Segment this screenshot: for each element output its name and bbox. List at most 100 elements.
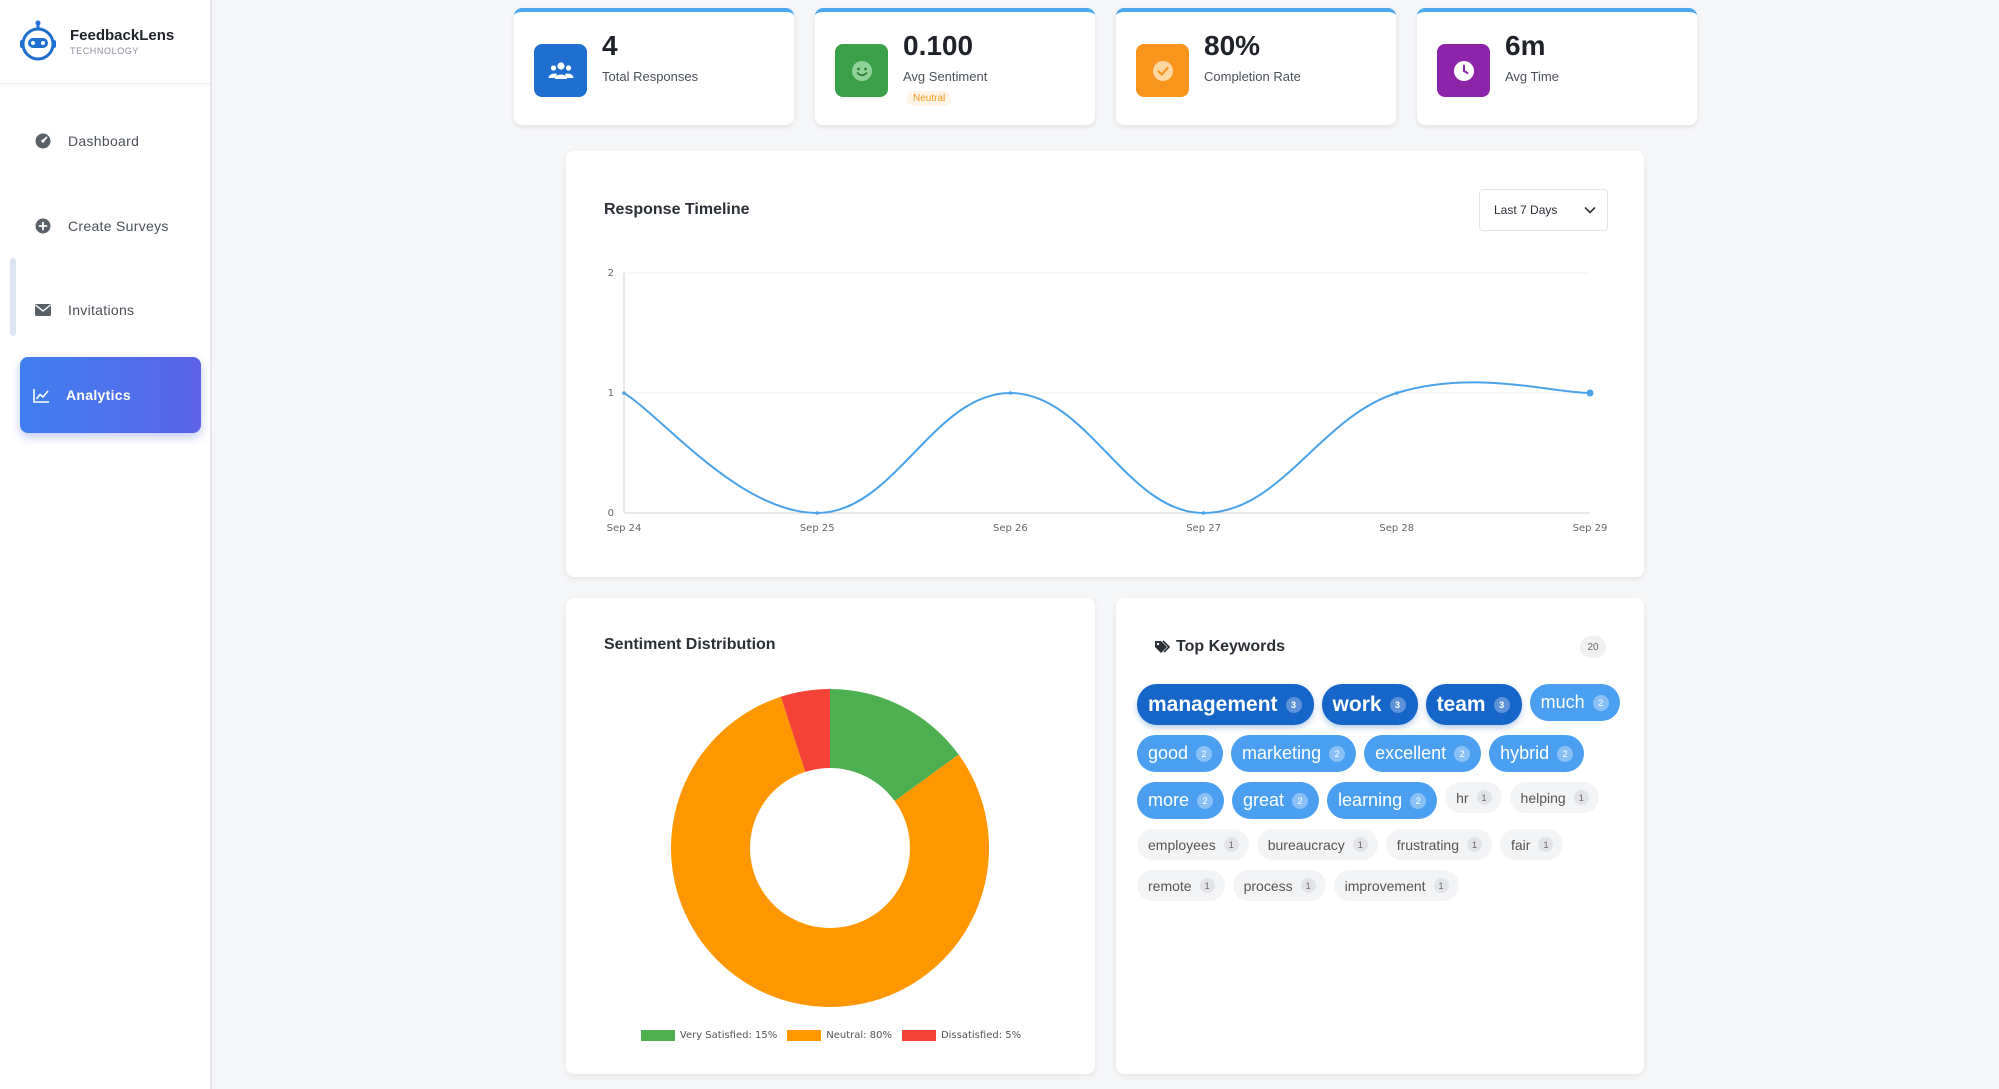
keyword-count: 1 [1433,878,1449,893]
keyword-label: learning [1338,790,1403,810]
check-circle-icon [1136,44,1189,97]
sidebar: FeedbackLens TECHNOLOGY Dashboard Create… [0,0,212,1089]
keyword-count: 2 [1454,745,1471,762]
x-tick-label: Sep 29 [1573,523,1608,534]
data-point [1008,391,1013,395]
keywords-title: Top Keywords [1176,638,1286,655]
keyword-count: 2 [1329,745,1346,762]
keyword-chip[interactable]: learning 2 [1327,782,1438,819]
keyword-count: 1 [1199,878,1215,893]
keyword-count: 2 [1292,792,1309,809]
keyword-count: 3 [1389,696,1406,713]
sidebar-item-dashboard[interactable]: Dashboard [22,103,202,179]
keyword-chip[interactable]: much 2 [1529,684,1620,721]
date-range-value: Last 7 Days [1494,203,1558,217]
timeline-title: Response Timeline [604,201,750,218]
x-tick-label: Sep 27 [1186,523,1221,534]
keywords-header: Top Keywords [1154,638,1285,656]
stat-label: Avg Sentiment [903,69,988,84]
sentiment-title: Sentiment Distribution [604,636,776,653]
legend-swatch [640,1030,675,1041]
y-tick-label: 2 [608,268,614,279]
timeline-line-chart: 0 1 2 Sep 24 Sep 25 Sep 26 Sep 27 Sep 28 Sep 29 [607,268,1608,534]
sidebar-item-analytics[interactable]: Analytics [20,357,201,433]
legend-item[interactable]: Very Satisfied: 15% [640,1030,778,1041]
x-tick-label: Sep 25 [800,523,835,534]
users-icon [534,44,587,97]
keyword-chip[interactable]: hr 1 [1445,782,1502,813]
sentiment-badge: Neutral [907,91,952,106]
response-timeline-card: Response Timeline Last 7 Days 0 1 2 Sep 24 S… [566,151,1644,577]
keyword-chip[interactable]: work 3 [1321,684,1418,725]
keyword-label: improvement [1344,877,1426,894]
stat-card-avg-sentiment: 0.100 Avg Sentiment Neutral [815,8,1095,125]
robot-logo-icon [20,20,56,60]
sentiment-donut-chart [671,689,989,1008]
stat-label: Completion Rate [1204,69,1301,84]
keyword-chip[interactable]: marketing 2 [1231,735,1357,772]
keyword-label: excellent [1375,743,1447,763]
keyword-chip[interactable]: great 2 [1232,782,1320,819]
keyword-chip[interactable]: helping 1 [1509,782,1599,813]
keyword-label: remote [1148,877,1192,894]
legend-item[interactable]: Neutral: 80% [787,1030,892,1041]
pie-slice [780,689,830,772]
stat-card-total-responses: 4 Total Responses [514,8,794,125]
keyword-label: team [1436,692,1486,716]
keyword-label: helping [1520,789,1566,806]
data-point [1395,391,1399,395]
data-point [815,511,819,515]
stat-value: 6m [1505,30,1546,61]
keyword-chip[interactable]: improvement 1 [1333,870,1459,901]
legend-swatch [787,1030,822,1041]
keyword-chip[interactable]: excellent 2 [1364,735,1482,772]
keyword-chip[interactable]: management 3 [1137,684,1314,725]
keyword-chip[interactable]: frustrating 1 [1385,829,1492,860]
keyword-chip[interactable]: bureaucracy 1 [1256,829,1378,860]
sidebar-item-invitations[interactable]: Invitations [22,272,202,348]
keyword-count: 1 [1476,790,1492,805]
keyword-label: employees [1148,836,1216,853]
sentiment-legend: Very Satisfied: 15% Neutral: 80% Dissatisf… [566,1030,1096,1041]
brand-name: FeedbackLens [70,27,175,44]
sidebar-item-label: Dashboard [68,133,140,149]
keyword-label: management [1148,692,1278,716]
data-point [1201,511,1206,515]
nav-active-indicator [10,258,16,336]
stat-value: 80% [1204,30,1261,61]
keyword-chip[interactable]: fair 1 [1500,829,1564,860]
data-point [1586,389,1594,397]
plus-circle-icon [34,217,52,235]
stat-label: Avg Time [1505,69,1559,84]
stat-value: 4 [602,30,618,61]
keyword-chip[interactable]: hybrid 2 [1489,735,1585,772]
brand[interactable]: FeedbackLens TECHNOLOGY [0,0,210,84]
date-range-select[interactable]: Last 7 Days [1479,189,1608,231]
keyword-chip[interactable]: team 3 [1425,684,1522,725]
clock-icon [1437,44,1490,97]
stat-card-avg-time: 6m Avg Time [1417,8,1697,125]
keyword-count: 1 [1300,878,1316,893]
x-tick-label: Sep 24 [607,523,642,534]
tags-icon [1155,640,1171,653]
legend-label: Very Satisfied: 15% [679,1030,778,1041]
keyword-chip[interactable]: more 2 [1137,782,1225,819]
data-point [622,391,626,395]
sidebar-item-create-surveys[interactable]: Create Surveys [22,188,202,264]
chevron-down-icon [1584,207,1596,214]
sidebar-item-label: Analytics [66,387,131,403]
keyword-label: bureaucracy [1267,836,1345,853]
keyword-label: more [1148,790,1190,810]
keyword-count: 1 [1467,837,1482,852]
keyword-chip[interactable]: good 2 [1137,735,1224,772]
legend-item[interactable]: Dissatisfied: 5% [901,1030,1021,1041]
keyword-chip[interactable]: employees 1 [1137,829,1249,860]
legend-label: Neutral: 80% [826,1030,892,1041]
pie-slice [671,696,989,1008]
keyword-chip[interactable]: process 1 [1232,870,1326,901]
keyword-chip[interactable]: remote 1 [1137,870,1225,901]
x-tick-label: Sep 28 [1379,523,1414,534]
sentiment-distribution-card: Sentiment Distribution Very Satisfied: 1… [566,598,1095,1074]
pie-slice [830,689,959,801]
keyword-count: 1 [1573,790,1589,805]
